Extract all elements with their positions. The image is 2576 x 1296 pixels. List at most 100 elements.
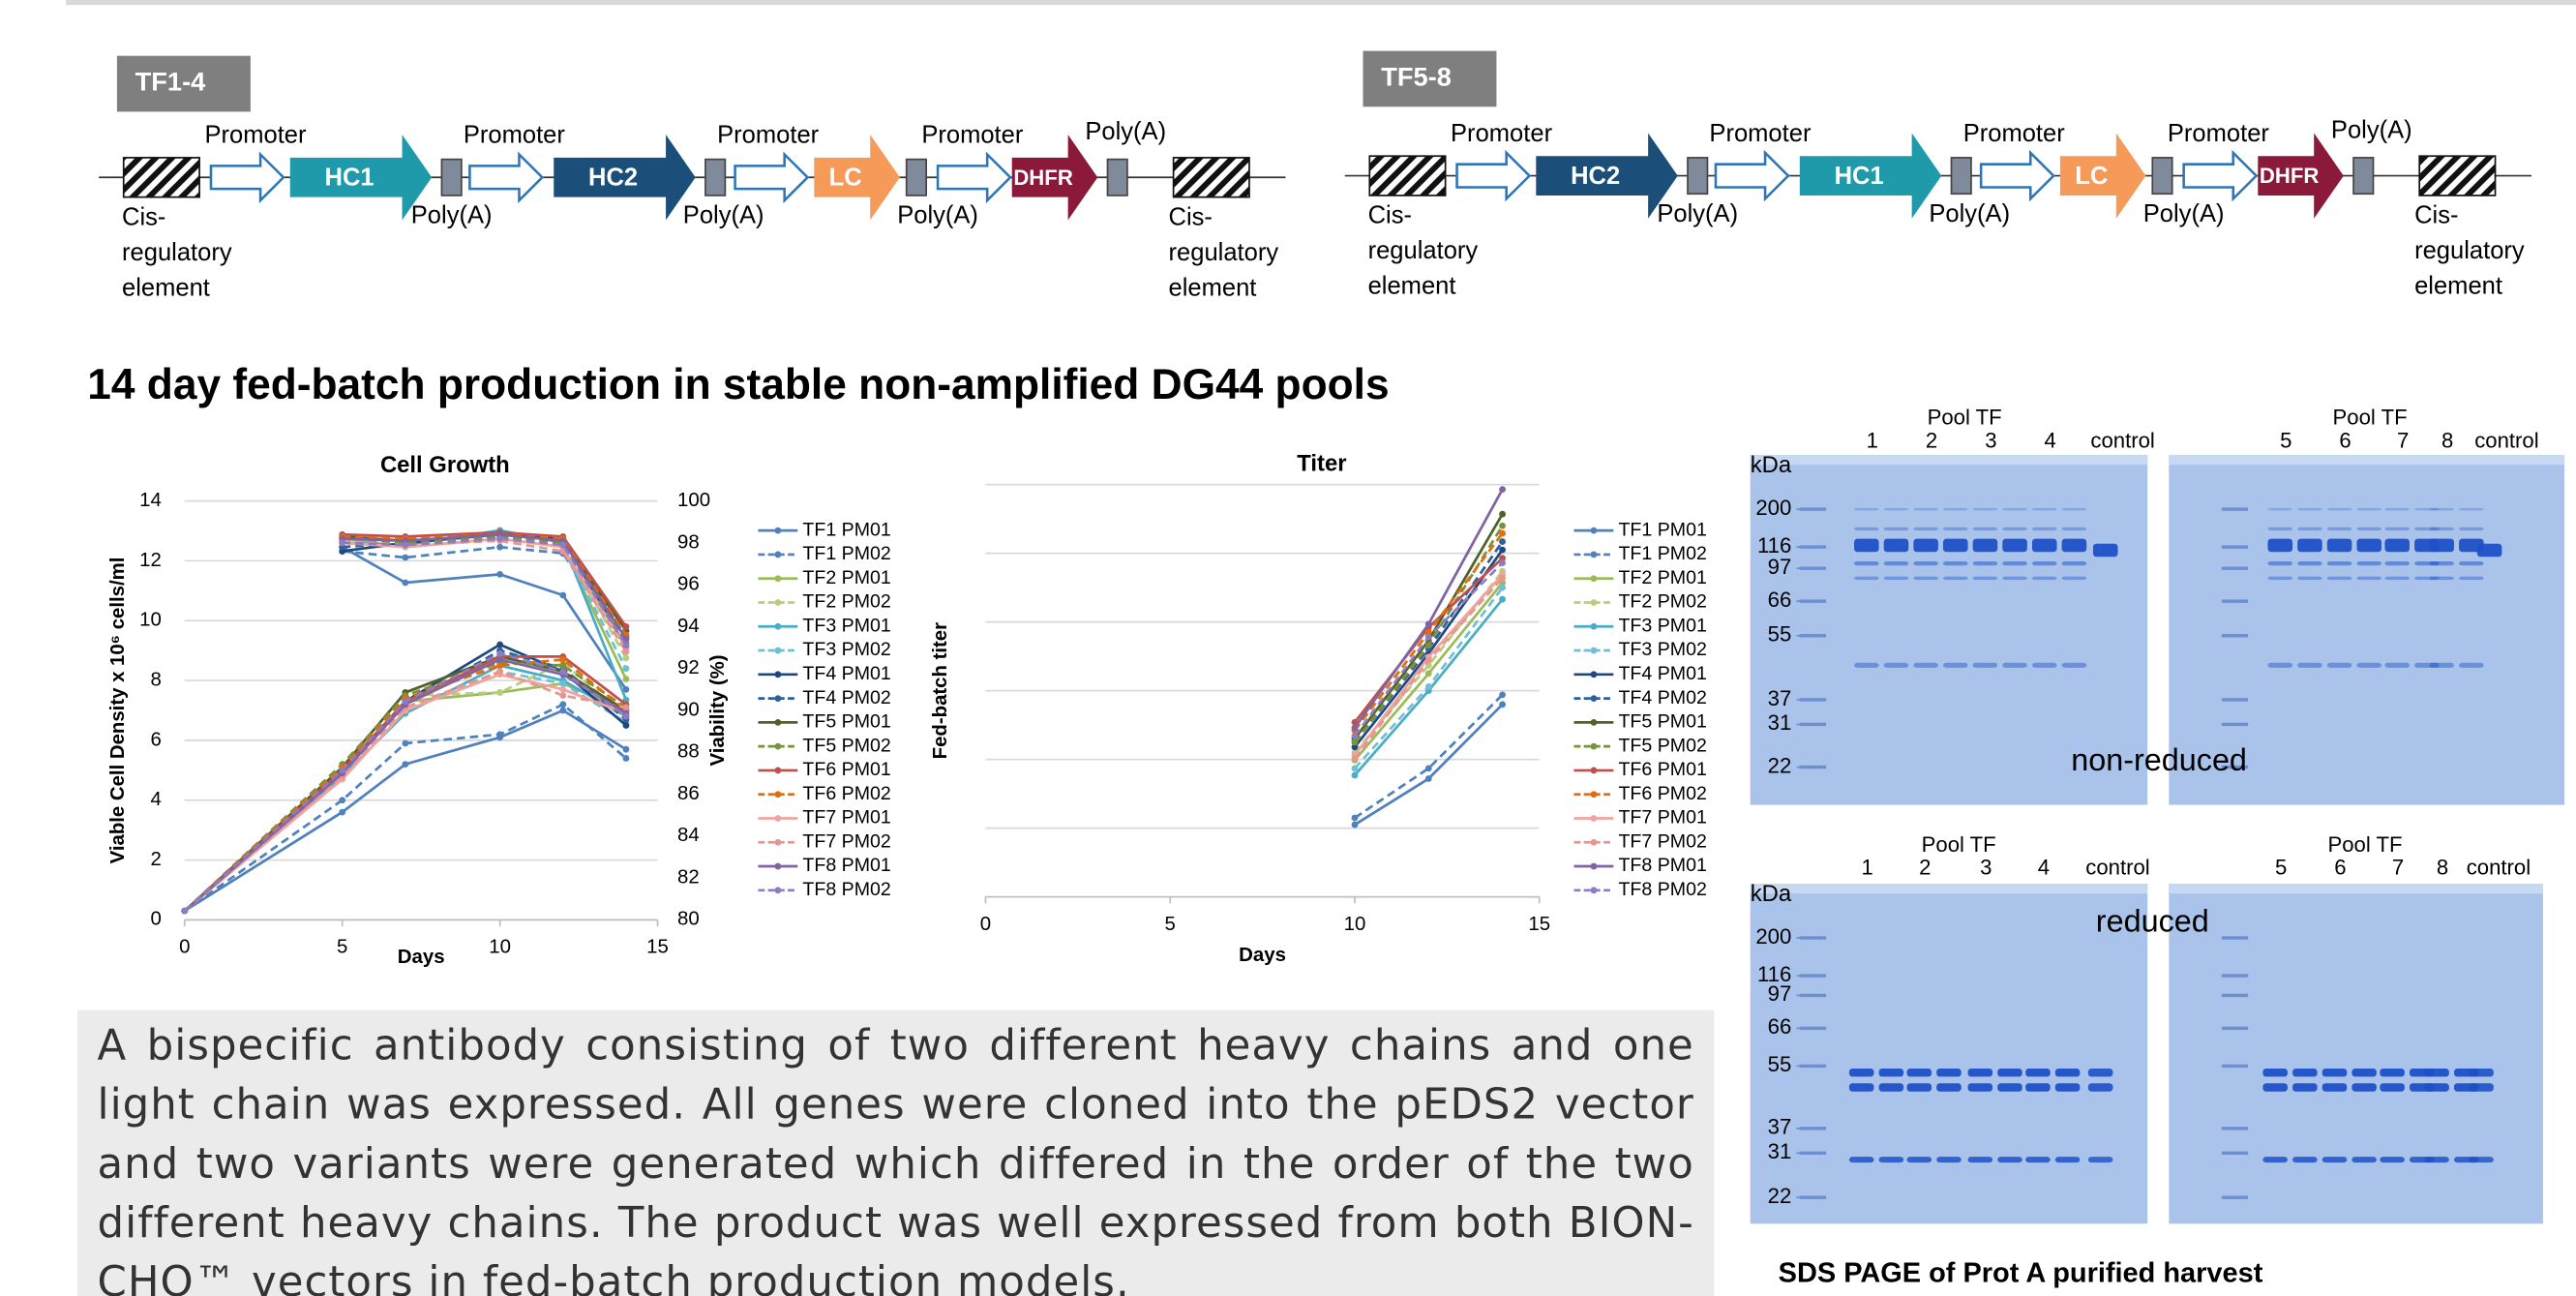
top-rule: [66, 0, 2576, 5]
gel-well-row: [2169, 455, 2564, 465]
data-point: [339, 809, 345, 816]
protein-band: [2356, 508, 2381, 511]
protein-band: [1973, 663, 1998, 668]
polya-box: [1108, 160, 1127, 196]
legend-label: TF5 PM01: [1618, 711, 1706, 733]
legend-label: TF3 PM02: [802, 639, 890, 660]
legend-label: TF7 PM01: [1618, 807, 1706, 829]
data-point: [402, 698, 408, 705]
legend-marker: [774, 887, 781, 893]
protein-band: [2062, 663, 2087, 668]
protein-band: [1884, 508, 1909, 511]
protein-band: [1913, 561, 1938, 565]
protein-band: [1943, 508, 1968, 511]
protein-band: [1997, 1069, 2022, 1076]
protein-band: [2384, 577, 2410, 580]
legend-marker: [774, 671, 781, 678]
protein-band: [1943, 663, 1968, 668]
heading: 14 day fed-batch production in stable no…: [87, 361, 1389, 408]
y2-tick-label: 98: [677, 531, 700, 553]
data-point: [559, 701, 566, 708]
protein-band: [1849, 1083, 1874, 1091]
data-point: [559, 708, 566, 714]
lane-label: 5: [2280, 428, 2291, 452]
data-point: [402, 542, 408, 549]
data-point: [1352, 756, 1359, 763]
polya-box: [1688, 158, 1707, 194]
protein-band: [2424, 1083, 2449, 1091]
data-point: [1499, 511, 1506, 518]
protein-band: [1913, 577, 1938, 580]
data-point: [1499, 538, 1506, 545]
legend-marker: [774, 743, 781, 750]
legend-marker: [774, 719, 781, 726]
legend-marker: [774, 768, 781, 774]
polya-box: [2152, 158, 2172, 194]
legend-label: TF7 PM02: [1618, 830, 1706, 852]
y2-tick-label: 96: [677, 574, 700, 595]
cis-label: element: [122, 274, 210, 301]
cis-label: element: [1368, 273, 1456, 300]
data-point: [1499, 596, 1506, 603]
data-point: [623, 665, 630, 672]
legend-marker: [1591, 743, 1598, 750]
description: A bispecific antibody consisting of two …: [77, 1010, 1714, 1296]
chart-title: Titer: [1297, 451, 1346, 477]
legend-marker: [774, 552, 781, 558]
cis-label: element: [2414, 273, 2502, 300]
legend-marker: [774, 863, 781, 870]
protein-band: [2292, 1083, 2318, 1091]
data-point: [402, 580, 408, 587]
marker-label: 22: [1768, 753, 1792, 777]
x-tick-label: 15: [1528, 914, 1550, 935]
data-point: [1352, 772, 1359, 779]
cis-element: [1174, 158, 1249, 197]
ladder-band: [2222, 1195, 2248, 1198]
data-point: [1425, 775, 1432, 782]
ladder-band: [2222, 1065, 2248, 1068]
protein-band: [1879, 1157, 1904, 1162]
data-point: [559, 656, 566, 663]
protein-band: [2322, 1157, 2348, 1162]
protein-band: [2062, 508, 2087, 511]
gel-panel: 1234controlPool TF5678controlPool TFkDa2…: [1751, 406, 2564, 805]
polya-label: Poly(A): [411, 202, 493, 229]
ladder-band: [2222, 1027, 2248, 1030]
promoter-arrow: [735, 155, 808, 201]
cis-label: element: [1169, 274, 1257, 301]
legend-marker: [774, 575, 781, 582]
cis-label: regulatory: [1368, 237, 1479, 264]
promoter-label: Promoter: [464, 122, 566, 149]
data-point: [1352, 765, 1359, 771]
ladder-band: [2222, 723, 2248, 726]
y2-tick-label: 94: [677, 616, 700, 637]
poster: 14 day fed-batch production in stable no…: [0, 0, 2576, 1296]
x-tick-label: 5: [1165, 914, 1176, 935]
data-point: [1425, 620, 1432, 627]
y-tick-label: 2: [151, 849, 162, 870]
construct: TF5-8HC2HC1LCDHFRPromoterPromoterPromote…: [1345, 51, 2531, 300]
protein-band: [2469, 1083, 2494, 1091]
data-point: [559, 542, 566, 549]
legend-marker: [774, 695, 781, 702]
data-point: [1499, 547, 1506, 554]
cis-label: Cis-: [1368, 202, 1412, 229]
data-point: [496, 642, 503, 648]
protein-band: [1884, 663, 1909, 668]
protein-band: [1907, 1069, 1932, 1076]
ladder-band: [2222, 936, 2248, 939]
legend-marker: [774, 599, 781, 606]
data-point: [623, 643, 630, 649]
protein-band: [2459, 663, 2484, 668]
legend-label: TF1 PM02: [1618, 543, 1706, 564]
protein-band: [2327, 577, 2352, 580]
ladder-band: [2222, 1127, 2248, 1130]
legend-label: TF6 PM01: [1618, 759, 1706, 780]
data-point: [623, 648, 630, 655]
cis-label: Cis-: [122, 203, 165, 230]
ladder-band: [2222, 545, 2248, 548]
cis-label: regulatory: [1169, 239, 1279, 266]
gel-well-row: [1751, 455, 2147, 465]
protein-band: [2055, 1069, 2081, 1076]
data-point: [1425, 765, 1432, 771]
